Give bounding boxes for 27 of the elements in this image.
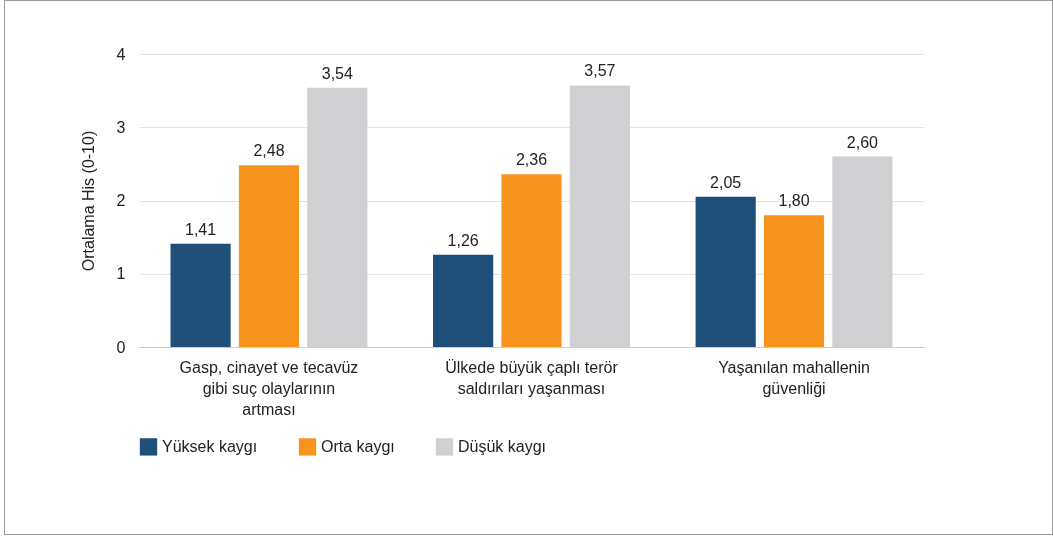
x-tick-label: Ülkede büyük çaplı terör saldırıları yaşanması	[445, 358, 619, 397]
data-label: 2,48	[253, 142, 285, 160]
data-label: 2,60	[846, 133, 879, 151]
data-label: 1,41	[185, 220, 217, 238]
x-tick-label: Gasp, cinayet ve tecavüz gibi suç olaylarının artması	[179, 358, 359, 418]
y-tick-label: 1	[116, 265, 126, 283]
data-label: 3,54	[321, 64, 353, 82]
y-tick-label: 0	[116, 338, 126, 356]
legend-label: Düşük kaygı	[458, 437, 547, 455]
bar	[695, 196, 756, 347]
data-label: 2,05	[710, 173, 742, 191]
data-label: 2,36	[515, 151, 548, 169]
bar	[238, 165, 300, 347]
y-tick-label: 2	[116, 192, 126, 209]
data-label: 3,57	[584, 62, 616, 80]
bar	[433, 254, 494, 347]
y-tick-label: 4	[116, 45, 126, 63]
data-label: 1,80	[778, 192, 810, 210]
x-tick-label: Yaşanılan mahallenin güvenliği	[718, 358, 870, 397]
bar	[763, 215, 825, 347]
y-tick-label: 3	[116, 118, 126, 136]
legend-label: Orta kaygı	[321, 437, 395, 455]
y-axis-title: Ortalama His (0-10)	[79, 130, 97, 272]
bar	[501, 174, 562, 347]
data-label: 1,26	[447, 231, 479, 249]
bar	[170, 243, 231, 347]
legend-label: Yüksek kaygı	[162, 437, 258, 455]
